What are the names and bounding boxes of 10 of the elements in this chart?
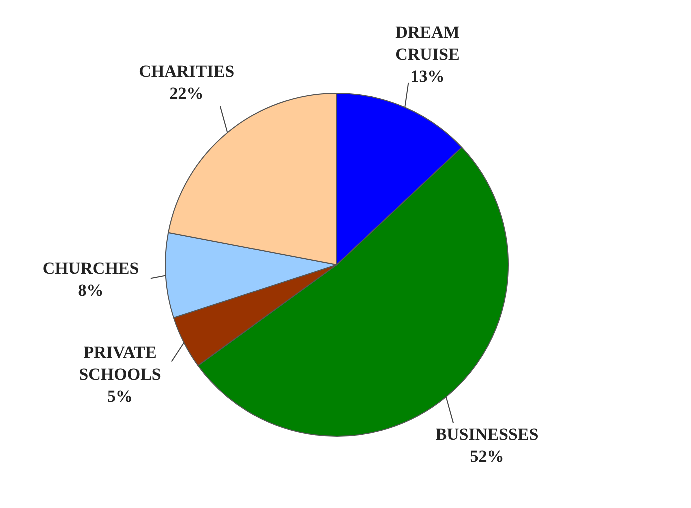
slice-label: DREAM CRUISE: [396, 22, 460, 64]
data-label: 5%: [108, 386, 134, 406]
slice-label: CHURCHES: [42, 258, 140, 278]
data-label: 13%: [410, 66, 445, 86]
slice-label: CHARITIES: [139, 62, 235, 81]
data-label: 52%: [470, 446, 504, 466]
data-label: 22%: [170, 84, 204, 103]
slice-label: PRIVATE SCHOOLS: [79, 342, 162, 384]
slice-label: BUSINESSES: [436, 424, 539, 444]
data-label: 8%: [78, 280, 104, 300]
